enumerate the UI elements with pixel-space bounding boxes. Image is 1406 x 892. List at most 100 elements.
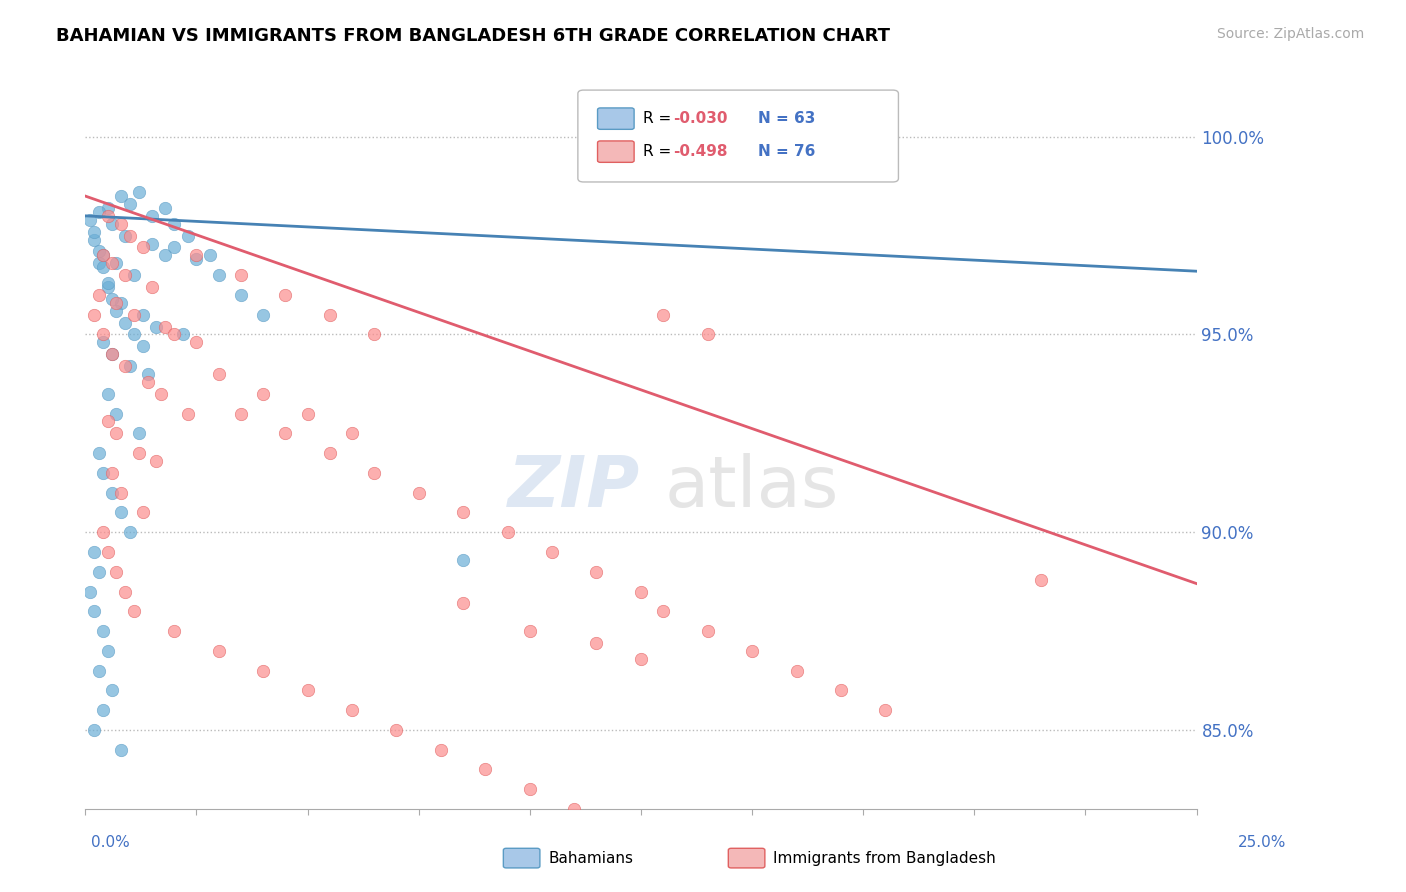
Point [101, 217, 124, 231]
Text: 25.0%: 25.0% [1239, 836, 1286, 850]
Point [340, 703, 363, 717]
Point [451, 505, 474, 519]
Point [198, 248, 221, 262]
Point [91, 248, 114, 262]
Point [96, 276, 118, 290]
Point [122, 308, 145, 322]
Point [101, 485, 124, 500]
Point [91, 335, 114, 350]
Text: R =: R = [643, 112, 676, 126]
Point [145, 319, 167, 334]
Point [132, 308, 155, 322]
Point [91, 327, 114, 342]
Point [696, 327, 718, 342]
Point [229, 407, 252, 421]
Point [105, 256, 128, 270]
Point [430, 742, 453, 756]
Point [132, 240, 155, 254]
Point [118, 359, 141, 373]
Point [83, 545, 105, 559]
Point [297, 683, 319, 698]
Point [105, 426, 128, 441]
Point [562, 802, 585, 816]
Point [141, 209, 163, 223]
Point [163, 240, 186, 254]
Point [363, 327, 385, 342]
Text: 0.0%: 0.0% [91, 836, 131, 850]
Point [149, 386, 172, 401]
Point [101, 683, 124, 698]
Point [541, 545, 564, 559]
Point [87, 446, 110, 460]
Point [110, 189, 132, 203]
Point [630, 651, 652, 665]
Point [101, 256, 124, 270]
Point [96, 209, 118, 223]
Point [83, 225, 105, 239]
Point [252, 664, 274, 678]
Point [385, 723, 408, 737]
Point [136, 367, 159, 381]
Point [122, 327, 145, 342]
Point [128, 446, 150, 460]
Point [96, 415, 118, 429]
Point [252, 308, 274, 322]
Point [176, 407, 198, 421]
Point [132, 339, 155, 353]
Text: Bahamians: Bahamians [548, 851, 633, 865]
Point [87, 256, 110, 270]
Point [786, 664, 808, 678]
Point [96, 280, 118, 294]
Text: -0.498: -0.498 [673, 145, 728, 159]
Point [105, 296, 128, 310]
Point [83, 604, 105, 618]
Text: N = 63: N = 63 [758, 112, 815, 126]
Point [163, 217, 186, 231]
Point [830, 683, 852, 698]
Point [875, 703, 897, 717]
Point [741, 644, 763, 658]
Point [274, 288, 297, 302]
Point [630, 584, 652, 599]
Point [408, 485, 430, 500]
Point [87, 288, 110, 302]
Point [155, 201, 177, 215]
Point [145, 454, 167, 468]
Point [114, 316, 136, 330]
Point [585, 636, 607, 650]
Text: Immigrants from Bangladesh: Immigrants from Bangladesh [773, 851, 995, 865]
Point [229, 288, 252, 302]
Point [122, 604, 145, 618]
Point [110, 217, 132, 231]
Point [141, 280, 163, 294]
Point [496, 525, 519, 540]
Point [79, 212, 101, 227]
Text: atlas: atlas [665, 452, 839, 522]
Point [155, 319, 177, 334]
Point [91, 248, 114, 262]
Point [519, 782, 541, 797]
Point [87, 205, 110, 219]
Point [91, 466, 114, 480]
Point [110, 296, 132, 310]
Point [101, 466, 124, 480]
Point [118, 228, 141, 243]
Point [128, 426, 150, 441]
Point [96, 644, 118, 658]
Point [91, 703, 114, 717]
Point [208, 644, 231, 658]
Point [83, 233, 105, 247]
Point [652, 308, 675, 322]
Point [114, 584, 136, 599]
Point [363, 466, 385, 480]
Point [128, 185, 150, 199]
Point [340, 426, 363, 441]
Point [132, 505, 155, 519]
Point [114, 228, 136, 243]
Point [252, 386, 274, 401]
Point [274, 426, 297, 441]
Point [105, 407, 128, 421]
Point [101, 347, 124, 361]
Point [122, 268, 145, 282]
Point [105, 303, 128, 318]
